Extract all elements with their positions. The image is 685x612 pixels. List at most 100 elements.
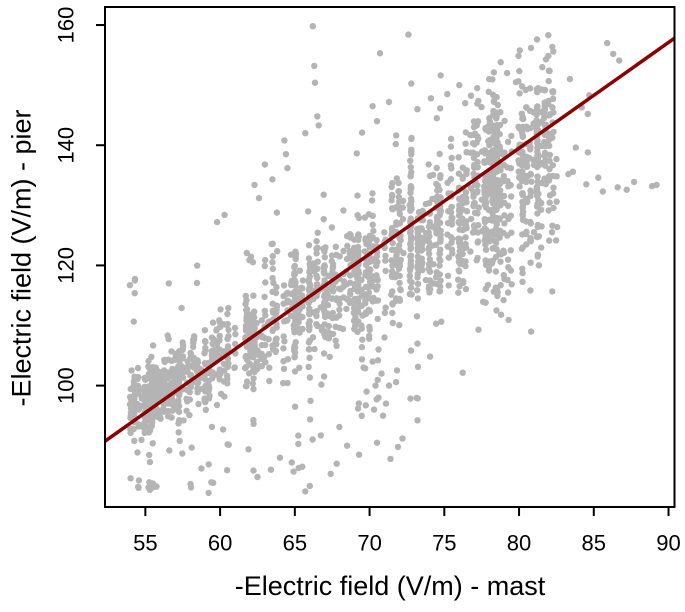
scatter-point	[382, 267, 389, 275]
scatter-point	[273, 303, 280, 311]
scatter-point	[363, 388, 370, 395]
scatter-point	[413, 287, 421, 294]
scatter-point	[393, 132, 400, 139]
scatter-point	[388, 291, 395, 298]
scatter-point	[292, 296, 299, 303]
scatter-point	[462, 222, 470, 229]
scatter-point	[291, 262, 298, 270]
scatter-point	[224, 321, 231, 328]
scatter-point	[231, 364, 238, 371]
scatter-point	[408, 80, 415, 87]
scatter-point	[456, 81, 463, 89]
scatter-point	[490, 98, 498, 106]
scatter-point	[492, 284, 499, 291]
scatter-point	[455, 267, 462, 274]
scatter-point	[459, 200, 466, 207]
scatter-point	[249, 259, 257, 266]
scatter-point	[538, 118, 545, 126]
scatter-point	[320, 350, 328, 357]
scatter-point	[462, 262, 469, 270]
scatter-point	[138, 436, 145, 444]
scatter-point	[373, 118, 381, 125]
scatter-point	[395, 188, 403, 195]
scatter-point	[251, 308, 258, 315]
scatter-point	[414, 363, 422, 370]
scatter-point	[471, 199, 478, 207]
scatter-point	[408, 291, 415, 298]
scatter-point	[418, 234, 426, 242]
scatter-point	[474, 164, 481, 171]
scatter-point	[266, 364, 273, 371]
scatter-point	[131, 373, 138, 380]
scatter-point	[311, 62, 318, 70]
scatter-point	[484, 281, 492, 289]
scatter-point	[462, 194, 470, 202]
scatter-point	[223, 467, 231, 474]
scatter-point	[169, 401, 176, 408]
scatter-point	[448, 246, 456, 253]
scatter-point	[533, 36, 541, 43]
scatter-point	[433, 280, 440, 288]
scatter-point	[474, 118, 482, 125]
scatter-point	[414, 280, 422, 288]
scatter-point	[250, 375, 257, 382]
x-tick-label: 65	[283, 531, 307, 556]
scatter-point	[545, 207, 552, 214]
scatter-point	[500, 229, 507, 237]
scatter-point	[433, 180, 440, 188]
scatter-point	[497, 251, 505, 258]
scatter-point	[216, 317, 223, 324]
scatter-point	[265, 350, 273, 358]
scatter-point	[139, 386, 146, 393]
scatter-point	[272, 308, 280, 316]
scatter-point	[378, 370, 385, 377]
scatter-point	[388, 224, 396, 232]
scatter-point	[224, 441, 231, 448]
scatter-point	[373, 272, 380, 279]
scatter-point	[288, 459, 295, 466]
scatter-point	[437, 105, 444, 112]
scatter-point	[413, 313, 421, 320]
scatter-point	[497, 282, 504, 289]
scatter-point	[485, 128, 493, 135]
scatter-point	[149, 484, 156, 491]
scatter-point	[414, 340, 421, 347]
scatter-point	[549, 89, 557, 96]
scatter-point	[287, 299, 294, 306]
scatter-point	[284, 356, 292, 363]
scatter-point	[455, 219, 462, 226]
scatter-point	[250, 467, 257, 474]
scatter-point	[550, 184, 557, 191]
scatter-point	[326, 353, 333, 361]
scatter-point	[448, 239, 455, 246]
scatter-point	[497, 177, 504, 184]
scatter-point	[251, 367, 258, 374]
scatter-point	[313, 245, 320, 252]
scatter-point	[273, 209, 281, 216]
scatter-point	[153, 367, 161, 374]
scatter-point	[250, 416, 257, 424]
scatter-point	[134, 364, 142, 372]
y-tick-label: 120	[54, 247, 79, 284]
scatter-point	[516, 90, 523, 97]
scatter-point	[496, 234, 503, 241]
scatter-point	[314, 113, 321, 120]
scatter-point	[485, 206, 492, 214]
scatter-point	[526, 107, 534, 115]
scatter-point	[351, 268, 358, 275]
scatter-point	[426, 256, 434, 263]
scatter-point	[455, 276, 462, 283]
scatter-point	[343, 305, 350, 313]
scatter-point	[369, 221, 376, 228]
scatter-point	[519, 132, 526, 139]
scatter-point	[343, 296, 351, 303]
scatter-point	[545, 32, 552, 39]
scatter-point	[295, 311, 302, 318]
scatter-point	[455, 235, 462, 242]
scatter-point	[306, 416, 314, 423]
scatter-point	[157, 407, 164, 415]
scatter-point	[422, 276, 430, 284]
scatter-point	[292, 318, 299, 325]
scatter-point	[504, 256, 512, 263]
